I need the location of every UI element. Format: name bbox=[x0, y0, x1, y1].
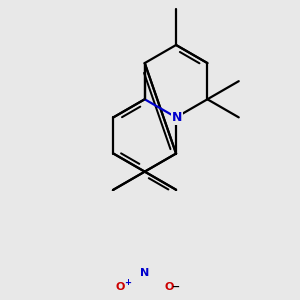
Text: N: N bbox=[172, 111, 182, 124]
Text: N: N bbox=[140, 268, 149, 278]
Text: O: O bbox=[164, 281, 174, 292]
Text: O: O bbox=[116, 281, 125, 292]
Text: +: + bbox=[124, 278, 131, 286]
Text: −: − bbox=[172, 281, 180, 292]
